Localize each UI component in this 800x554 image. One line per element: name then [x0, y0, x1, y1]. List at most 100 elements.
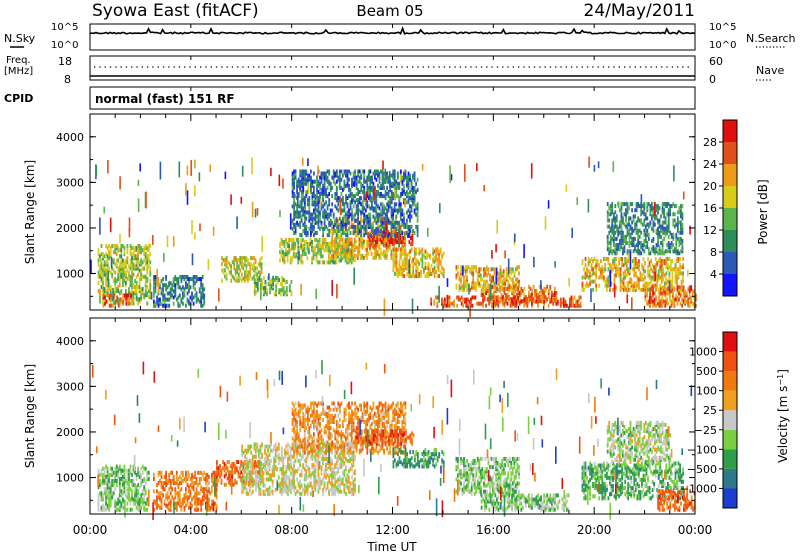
- data-cell: [641, 210, 644, 215]
- data-cell: [505, 275, 508, 280]
- data-cell: [300, 181, 303, 186]
- data-cell: [644, 212, 647, 217]
- data-cell: [195, 291, 198, 296]
- data-cell: [663, 251, 665, 256]
- data-cell: [384, 255, 387, 260]
- data-cell: [654, 272, 656, 282]
- data-cell: [619, 220, 621, 225]
- data-cell: [309, 237, 312, 242]
- data-cell: [305, 233, 308, 238]
- data-cell: [237, 272, 240, 277]
- data-cell: [156, 505, 158, 510]
- data-cell: [641, 243, 644, 248]
- data-cell: [159, 491, 161, 496]
- data-cell: [530, 163, 533, 179]
- data-cell: [322, 231, 324, 235]
- data-cell: [291, 237, 294, 242]
- data-cell: [192, 301, 195, 306]
- data-cell: [259, 262, 261, 267]
- data-cell: [358, 229, 361, 233]
- data-cell: [236, 260, 239, 265]
- data-cell: [122, 483, 124, 488]
- data-cell: [521, 299, 524, 304]
- data-cell: [589, 259, 591, 264]
- data-cell: [484, 279, 487, 284]
- data-cell: [584, 263, 587, 268]
- data-cell: [314, 204, 317, 209]
- data-cell: [483, 293, 486, 297]
- data-cell: [286, 252, 289, 257]
- data-cell: [385, 245, 388, 250]
- data-cell: [203, 293, 206, 298]
- data-cell: [349, 192, 352, 196]
- data-cell: [275, 284, 277, 289]
- data-cell: [140, 250, 143, 255]
- data-cell: [628, 234, 631, 248]
- data-cell: [410, 247, 413, 252]
- data-cell: [637, 247, 640, 252]
- data-cell: [589, 271, 591, 276]
- station-title: Syowa East (fitACF): [92, 1, 259, 21]
- data-cell: [660, 214, 662, 219]
- data-cell: [403, 224, 405, 229]
- data-cell: [625, 208, 627, 213]
- data-cell: [466, 275, 468, 280]
- data-cell: [309, 242, 312, 246]
- data-cell: [620, 232, 623, 237]
- data-cell: [669, 212, 672, 217]
- data-cell: [146, 254, 149, 259]
- data-cell: [144, 280, 147, 285]
- data-cell: [135, 505, 138, 510]
- data-cell: [358, 179, 361, 184]
- data-cell: [123, 468, 126, 473]
- data-cell: [381, 251, 384, 256]
- data-cell: [366, 216, 369, 221]
- data-cell: [90, 259, 92, 274]
- data-cell: [157, 472, 160, 477]
- data-cell: [641, 247, 644, 252]
- data-cell: [328, 229, 331, 233]
- data-cell: [341, 237, 344, 242]
- data-cell: [299, 220, 302, 225]
- data-cell: [406, 224, 408, 229]
- data-cell: [398, 265, 401, 270]
- data-cell: [135, 472, 138, 477]
- data-cell: [186, 165, 189, 176]
- data-cell: [300, 194, 303, 199]
- data-cell: [156, 483, 158, 488]
- data-cell: [609, 270, 612, 287]
- data-cell: [506, 295, 509, 300]
- data-cell: [592, 287, 594, 292]
- data-cell: [165, 481, 167, 486]
- data-cell: [407, 274, 410, 279]
- data-cell: [475, 267, 478, 272]
- data-cell: [617, 243, 620, 248]
- data-cell: [498, 299, 501, 304]
- data-cell: [129, 479, 132, 483]
- data-cell: [166, 495, 169, 500]
- data-cell: [498, 271, 500, 276]
- data-cell: [112, 301, 115, 306]
- data-cell: [601, 271, 604, 276]
- data-cell: [147, 470, 150, 475]
- data-cell: [570, 303, 573, 308]
- data-cell: [132, 497, 135, 502]
- data-cell: [524, 301, 527, 306]
- data-cell: [390, 181, 393, 186]
- data-cell: [399, 174, 402, 184]
- data-cell: [593, 279, 596, 284]
- data-cell: [300, 233, 303, 238]
- data-cell: [120, 297, 123, 302]
- data-cell: [387, 243, 390, 248]
- data-cell: [122, 301, 125, 306]
- data-cell: [349, 212, 352, 217]
- data-cell: [502, 273, 505, 278]
- data-cell: [595, 259, 598, 264]
- data-cell: [595, 275, 598, 280]
- data-cell: [326, 226, 329, 231]
- data-cell: [384, 168, 387, 185]
- data-cell: [363, 220, 366, 225]
- data-cell: [352, 175, 355, 180]
- data-cell: [629, 216, 632, 221]
- data-cell: [455, 273, 458, 278]
